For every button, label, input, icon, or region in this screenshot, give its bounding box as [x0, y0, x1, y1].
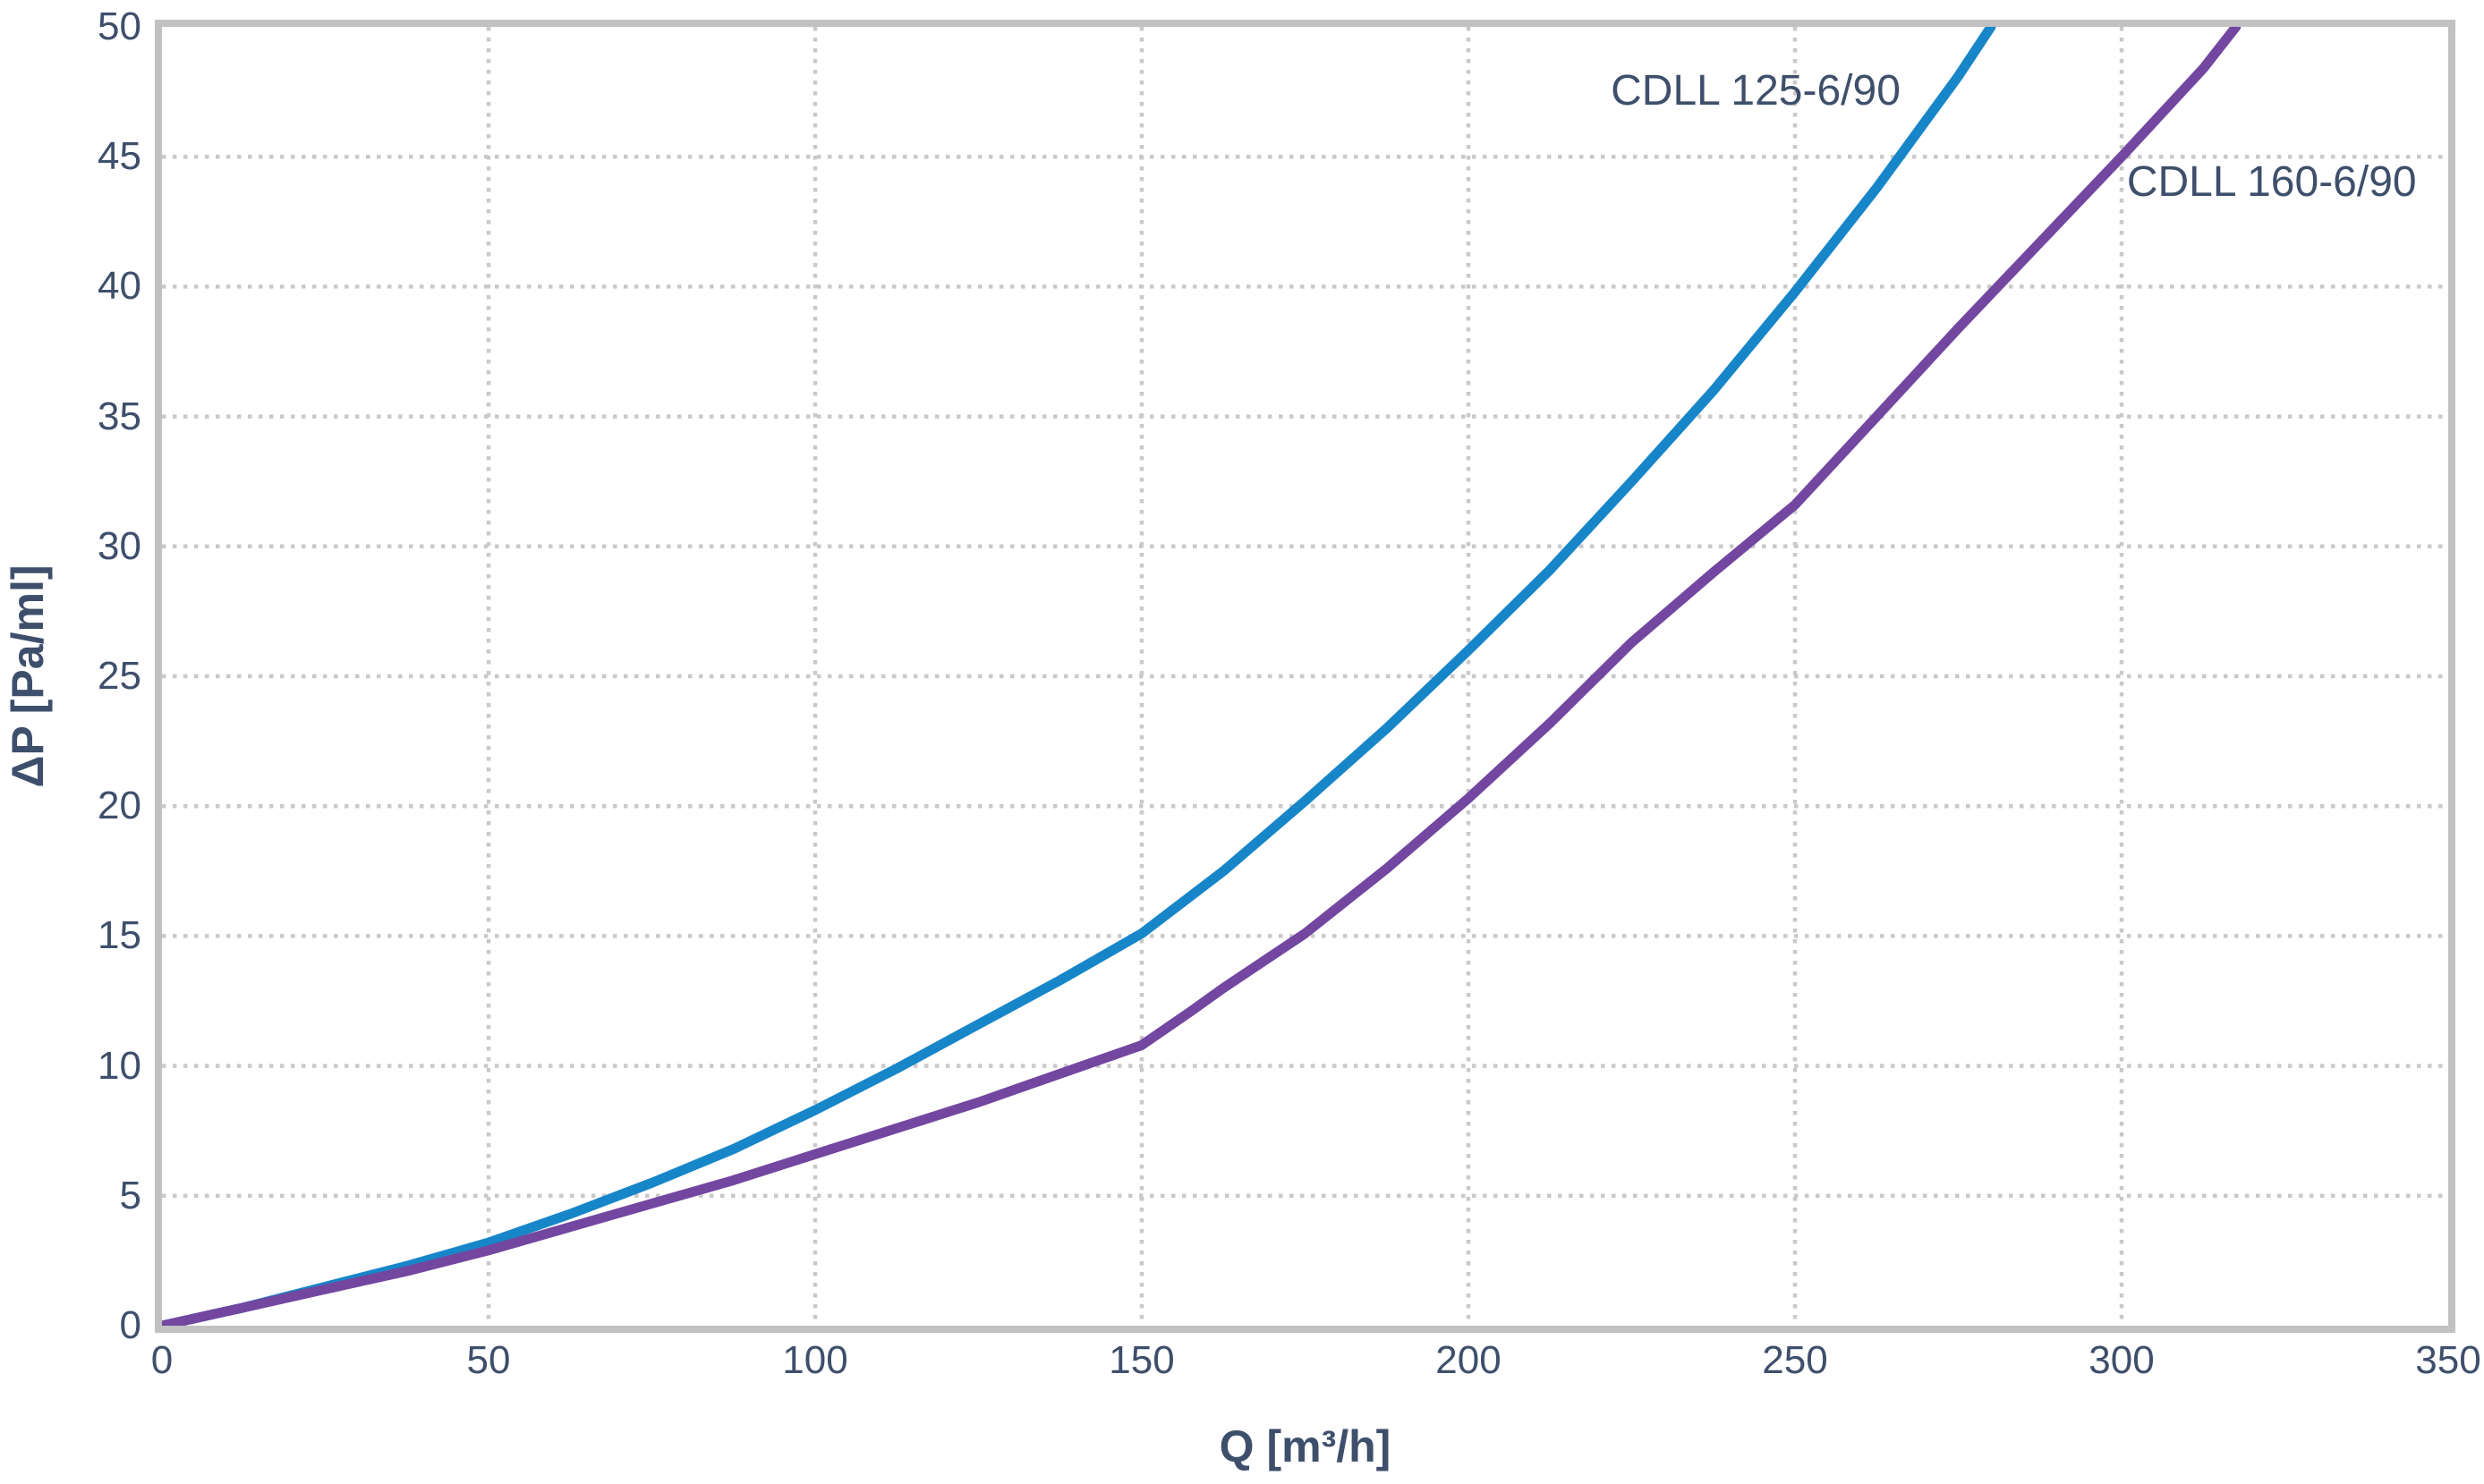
y-tick-label: 0 [119, 1303, 141, 1347]
x-tick-label: 350 [2415, 1338, 2481, 1382]
curve-cdll-160-6-90 [162, 27, 2242, 1326]
y-tick-label: 10 [98, 1043, 141, 1088]
curve-label-cdll-125-6-90: CDLL 125-6/90 [1611, 67, 1901, 115]
x-axis-title: Q [m³/h] [1219, 1421, 1391, 1471]
x-tick-label: 150 [1109, 1338, 1175, 1382]
y-axis-title: ΔP [Pa/ml] [3, 564, 53, 788]
curve-cdll-125-6-90 [162, 27, 1996, 1326]
y-tick-label: 40 [98, 264, 141, 309]
y-tick-label: 50 [98, 4, 141, 48]
x-tick-label: 100 [782, 1338, 848, 1382]
x-tick-label: 50 [466, 1338, 511, 1382]
y-tick-label: 25 [98, 654, 141, 698]
x-tick-label: 250 [1762, 1338, 1828, 1382]
x-tick-label: 300 [2088, 1338, 2155, 1382]
gridlines [162, 27, 2448, 1326]
x-tick-label: 0 [150, 1338, 174, 1382]
plot-border [155, 20, 2455, 1333]
curve-label-cdll-160-6-90: CDLL 160-6/90 [2126, 157, 2417, 206]
x-tick-label: 200 [1435, 1338, 1501, 1382]
y-tick-label: 15 [98, 913, 141, 958]
y-tick-label: 30 [98, 523, 141, 568]
y-tick-label: 20 [98, 784, 141, 828]
plot-background [162, 27, 2448, 1326]
y-tick-label: 35 [98, 394, 141, 438]
y-tick-label: 45 [98, 134, 141, 179]
y-tick-label: 5 [119, 1173, 141, 1217]
